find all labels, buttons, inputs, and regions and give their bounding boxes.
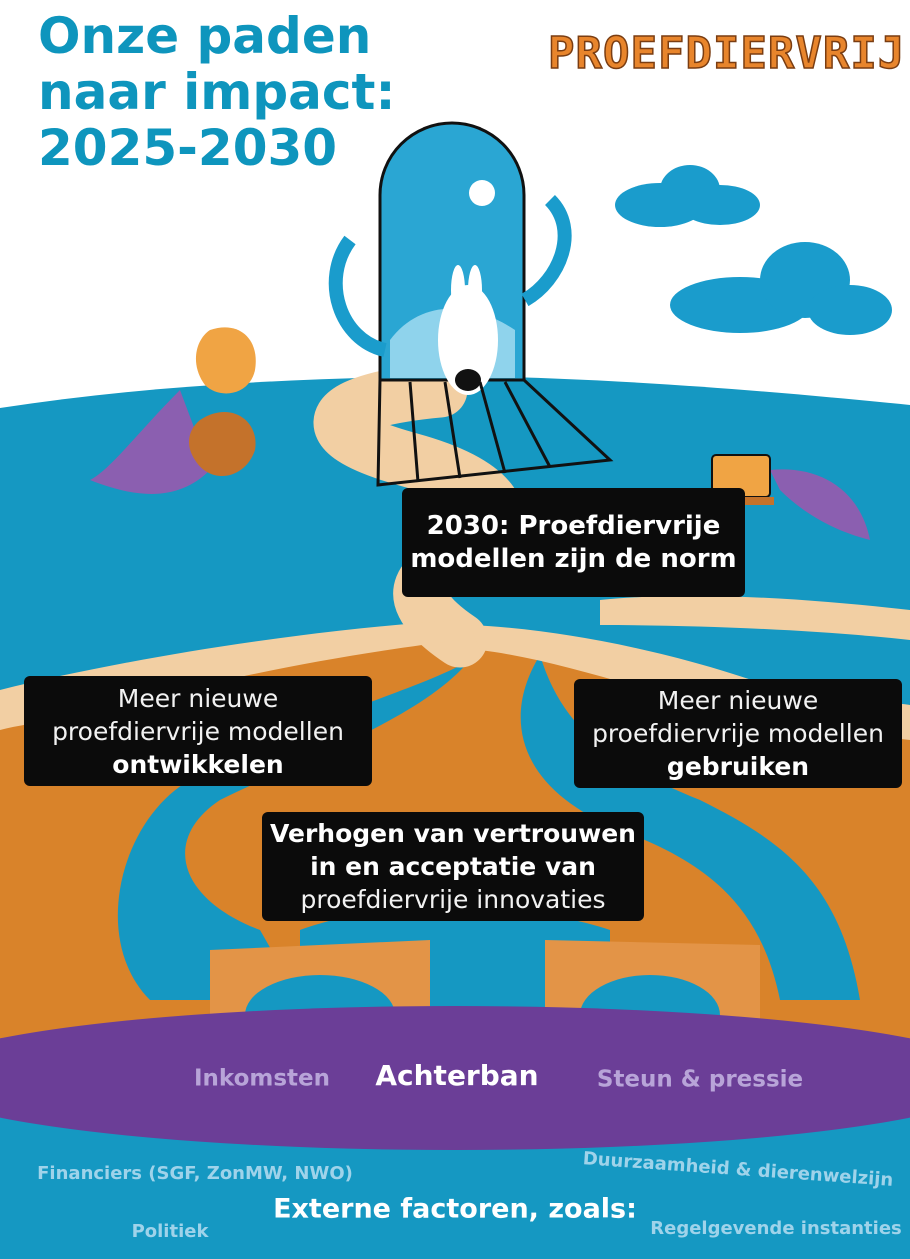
page: Onze paden naar impact html, body { marg… xyxy=(0,0,910,1259)
infographic: {"header": {"title": "Onze paden naar im… xyxy=(0,0,910,1259)
external-item: Regelgevende instanties xyxy=(650,1218,902,1239)
external-item: Duurzaamheid & dierenwelzijn xyxy=(582,1148,894,1191)
external-item: Financiers (SGF, ZonMW, NWO) xyxy=(37,1163,353,1184)
base-label: Achterban xyxy=(375,1059,538,1092)
labels: Inkomsten Achterban Steun & pressie Fina… xyxy=(0,0,910,1259)
external-heading: Externe factoren, zoals: xyxy=(273,1194,637,1225)
external-item: Politiek xyxy=(132,1221,210,1242)
base-label: Inkomsten xyxy=(194,1066,330,1092)
base-label: Steun & pressie xyxy=(597,1067,803,1093)
